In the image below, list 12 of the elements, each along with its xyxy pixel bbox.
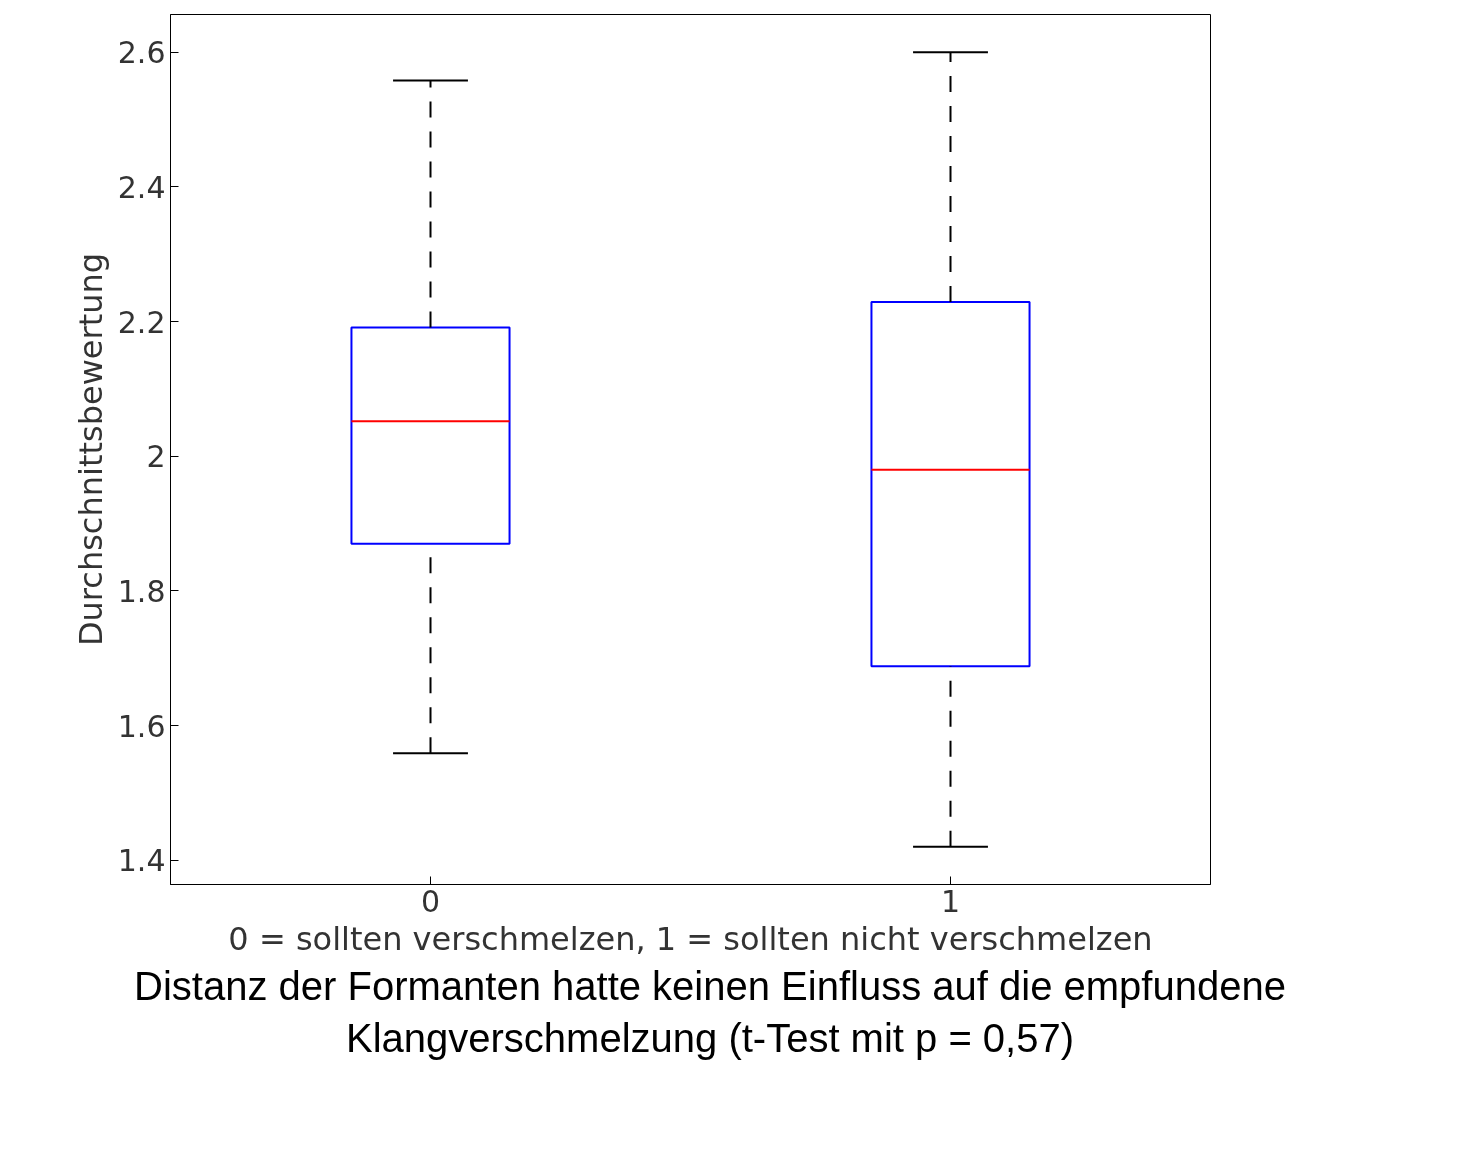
y-tick-label: 1.8 (117, 573, 166, 609)
y-tick-label: 2.2 (117, 304, 166, 340)
x-axis-title: 0 = sollten verschmelzen, 1 = sollten nicht verschmelzen (228, 919, 1153, 958)
y-tick-label: 2.6 (117, 35, 166, 71)
y-tick-label: 2.4 (117, 169, 166, 205)
text: Distanz der Formanten hatte keinen Einfluss auf die empfundene Klangverschmelzung (t-Test mit p = 0,57) (133, 963, 1287, 1062)
y-axis-title: Durchschnittsbewertung (71, 252, 110, 647)
y-tick-label: 2 (146, 439, 166, 475)
y-tick-label: 1.4 (117, 843, 166, 879)
x-tick-label: 1 (940, 883, 961, 919)
y-tick-label: 1.6 (117, 708, 166, 744)
x-tick-label: 0 (420, 883, 441, 919)
